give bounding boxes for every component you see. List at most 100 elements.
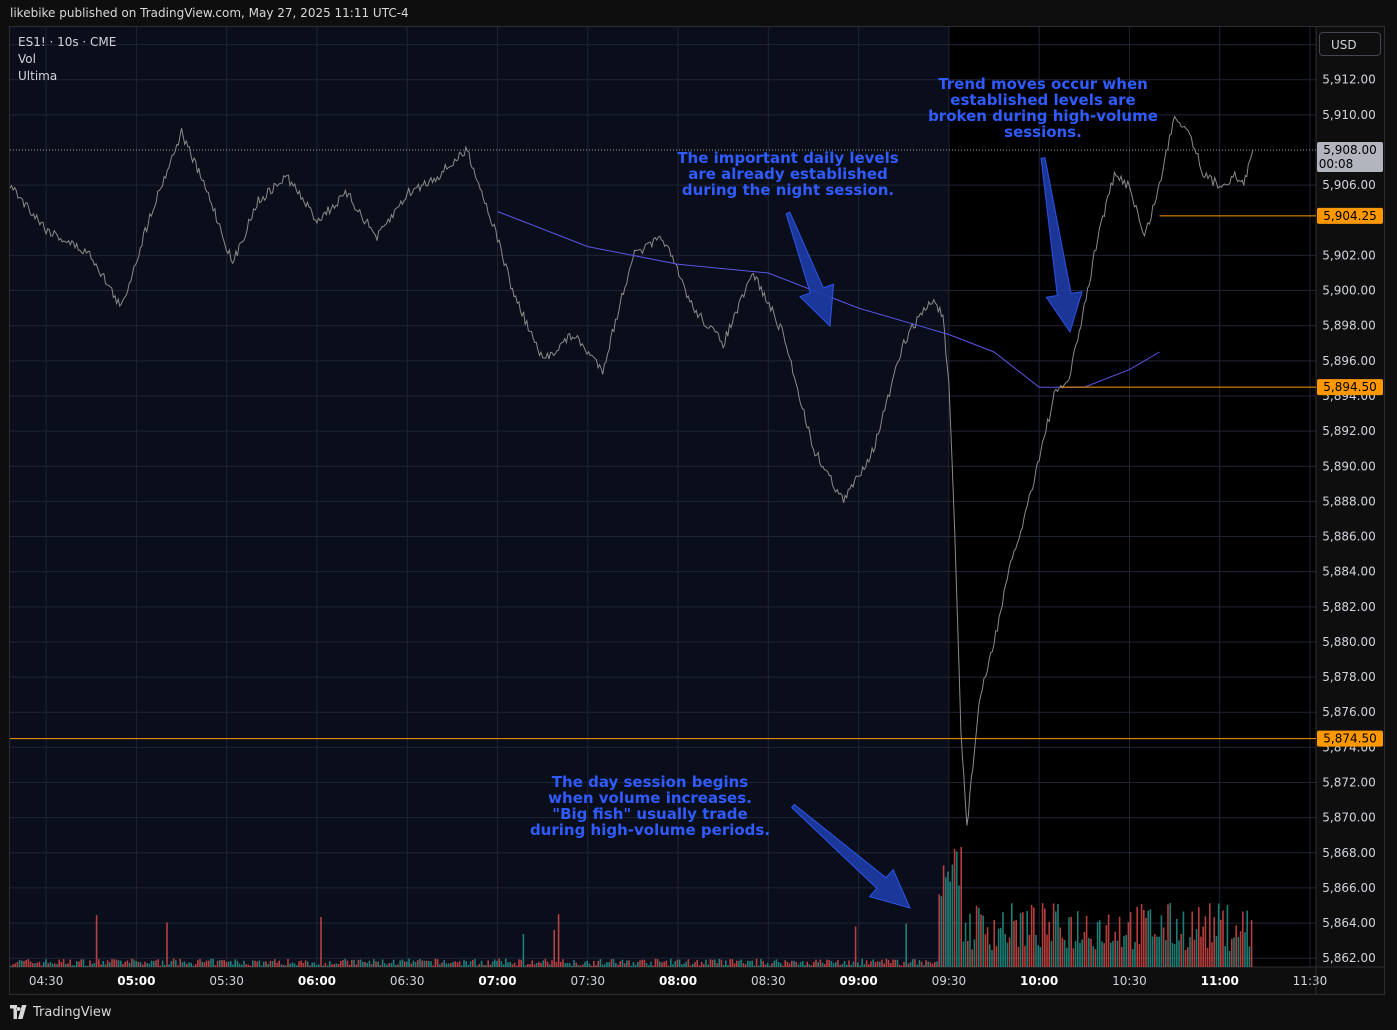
volume-bar xyxy=(887,960,890,967)
volume-bar xyxy=(210,958,212,967)
volume-bar xyxy=(120,960,122,967)
volume-bar xyxy=(947,871,949,967)
volume-bar xyxy=(1026,910,1028,967)
volume-bar xyxy=(392,959,395,967)
volume-bar xyxy=(1173,943,1176,967)
volume-bar xyxy=(513,962,516,967)
volume-bar xyxy=(428,960,430,967)
volume-bar xyxy=(1202,926,1204,967)
volume-bar xyxy=(901,965,903,967)
volume-bar xyxy=(989,944,991,967)
volume-bar xyxy=(850,964,852,967)
volume-bar xyxy=(568,963,571,967)
volume-bar xyxy=(1145,917,1147,967)
volume-bar xyxy=(502,964,505,967)
volume-bar xyxy=(113,959,115,967)
volume-bar xyxy=(1209,903,1211,967)
volume-bar xyxy=(179,958,181,967)
y-tick-label: 5,884.00 xyxy=(1322,565,1375,579)
legend-symbol[interactable]: ES1! · 10s · CME xyxy=(18,35,117,49)
volume-bar xyxy=(1052,903,1055,967)
volume-bar xyxy=(346,960,349,967)
volume-bar xyxy=(962,941,965,967)
volume-bar xyxy=(21,960,23,967)
volume-histogram xyxy=(10,847,1253,967)
volume-bar xyxy=(1090,938,1092,967)
volume-bar xyxy=(892,959,894,967)
volume-bar xyxy=(1226,904,1229,967)
volume-bar xyxy=(753,965,756,967)
volume-bar xyxy=(401,959,404,967)
volume-bar xyxy=(859,965,861,967)
volume-bar xyxy=(183,961,186,967)
price-chart[interactable]: 5,914.005,912.005,910.005,906.005,902.00… xyxy=(0,0,1397,997)
volume-bar xyxy=(562,959,564,967)
volume-bar xyxy=(1000,927,1002,967)
volume-bar xyxy=(243,960,245,967)
volume-bar xyxy=(1151,936,1154,967)
volume-bar xyxy=(718,958,720,967)
volume-bar xyxy=(846,964,848,967)
volume-bar xyxy=(291,962,294,967)
volume-bar xyxy=(124,961,126,967)
volume-bar xyxy=(485,965,487,967)
publish-line: likebike published on TradingView.com, M… xyxy=(10,6,409,20)
volume-bar xyxy=(1200,936,1202,967)
volume-bar xyxy=(414,961,417,967)
volume-bar xyxy=(104,964,107,967)
volume-bar xyxy=(1107,914,1110,967)
volume-bar xyxy=(221,960,223,967)
annotation-day-session: The day session begins when volume incre… xyxy=(529,773,771,839)
volume-bar xyxy=(634,964,637,967)
volume-bar xyxy=(780,963,782,967)
volume-bar xyxy=(813,961,815,967)
volume-bar xyxy=(452,962,454,967)
legend-volume[interactable]: Vol xyxy=(18,52,36,66)
volume-bar xyxy=(282,964,285,967)
volume-bar xyxy=(1077,911,1079,967)
volume-bar xyxy=(769,965,771,967)
volume-bar xyxy=(102,960,104,967)
volume-bar xyxy=(751,960,753,967)
tradingview-logo-icon[interactable] xyxy=(10,1005,28,1019)
volume-bar xyxy=(461,965,463,967)
volume-bar xyxy=(69,959,71,967)
currency-button[interactable]: USD xyxy=(1319,32,1381,56)
footer-brand[interactable]: TradingView xyxy=(33,1005,112,1020)
volume-bar xyxy=(1068,917,1070,967)
volume-bar xyxy=(571,965,573,967)
volume-bar xyxy=(399,960,401,967)
volume-bar xyxy=(227,961,230,967)
volume-bar xyxy=(839,964,841,967)
volume-bar xyxy=(599,959,602,967)
volume-bar xyxy=(131,958,133,967)
legend-indicator[interactable]: Ultima xyxy=(18,69,58,83)
volume-bar xyxy=(256,961,258,967)
volume-bar xyxy=(1123,936,1125,967)
volume-bar xyxy=(1239,931,1242,967)
volume-bar xyxy=(1138,944,1141,967)
volume-bar xyxy=(619,961,621,967)
x-tick-label: 09:00 xyxy=(839,974,877,988)
volume-bar xyxy=(577,964,580,967)
volume-bar xyxy=(377,961,379,967)
volume-bar xyxy=(241,964,243,967)
volume-bar xyxy=(62,959,65,967)
volume-bar xyxy=(146,963,148,967)
volume-bar xyxy=(1088,937,1090,967)
volume-bar xyxy=(142,964,144,967)
volume-bar xyxy=(419,958,421,967)
volume-bar xyxy=(474,958,476,967)
x-tick-label: 08:00 xyxy=(659,974,697,988)
volume-bar xyxy=(914,959,916,967)
volume-bar xyxy=(931,963,934,967)
volume-bar xyxy=(1149,909,1152,967)
volume-bar xyxy=(1083,932,1086,967)
volume-bar xyxy=(1116,940,1119,967)
volume-bar xyxy=(463,959,465,967)
volume-bar xyxy=(1169,903,1171,967)
volume-bar xyxy=(71,965,74,967)
ultima-indicator-line xyxy=(497,211,1160,388)
volume-bar xyxy=(1022,912,1024,967)
volume-bar xyxy=(601,964,604,967)
